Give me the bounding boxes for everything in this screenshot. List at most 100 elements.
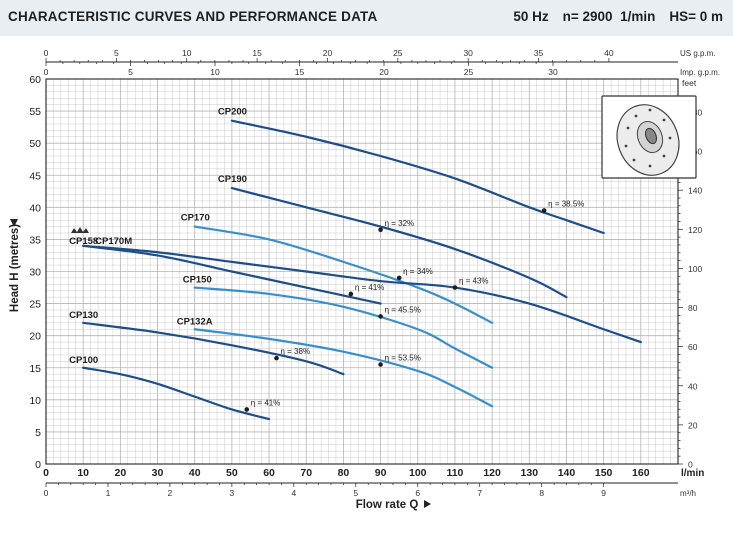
axis-titles: Head H (metres) Flow rate Q: [9, 219, 431, 511]
m3h-tick-label: 5: [353, 488, 358, 498]
us-gpm-tick-label: 25: [393, 48, 403, 58]
x-axis-arrow-icon: [424, 500, 431, 508]
efficiency-point-cp200: [541, 208, 547, 213]
series-label-cp200: CP200: [218, 107, 247, 118]
efficiency-label-cp130: η = 38%: [280, 347, 310, 356]
us-gpm-tick-label: 5: [114, 48, 119, 58]
curves: CP200 η = 38.5% CP190 η = 32% CP170 η = 34% CP…: [69, 107, 642, 421]
x-tick-label: 40: [189, 467, 201, 479]
us-gpm-tick-label: 40: [604, 48, 614, 58]
series-label-cp190: CP190: [218, 174, 247, 185]
feet-tick-label: 20: [688, 420, 698, 430]
y-tick-label: 35: [29, 234, 41, 246]
imp-gpm-tick-label: 5: [128, 67, 133, 77]
y-tick-label: 10: [29, 395, 41, 407]
x-tick-label: 60: [263, 467, 275, 479]
efficiency-point-cp158: [348, 291, 354, 297]
us-gpm-unit-label: US g.p.m.: [680, 49, 716, 58]
y-tick-label: 25: [29, 299, 41, 311]
operating-specs: 50 Hz n= 2900 1/min HS= 0 m: [499, 9, 723, 24]
feet-tick-label: 60: [688, 342, 698, 352]
suction-label: HS= 0 m: [669, 9, 723, 24]
x-tick-label: 150: [595, 467, 613, 479]
x-tick-label: 100: [409, 467, 427, 479]
m3h-tick-label: 8: [539, 488, 544, 498]
y-tick-label: 20: [29, 331, 41, 343]
m3h-tick-label: 1: [106, 488, 111, 498]
curve-cp150: [193, 286, 494, 369]
x-tick-label: 90: [375, 467, 387, 479]
x-tick-label: 0: [43, 467, 49, 479]
x-tick-label: 140: [558, 467, 576, 479]
grid: [45, 78, 679, 465]
y-tick-label: 60: [29, 74, 41, 86]
frequency-label: 50 Hz: [513, 9, 549, 24]
x-tick-label: 160: [632, 467, 650, 479]
y-axis-title: Head H (metres): [9, 224, 21, 312]
imp-gpm-tick-label: 15: [295, 67, 305, 77]
y-tick-label: 5: [35, 427, 41, 439]
efficiency-label-cp170m: η = 43%: [459, 277, 489, 286]
m3h-tick-label: 0: [44, 488, 49, 498]
efficiency-label-cp132a: η = 53.5%: [385, 354, 421, 363]
feet-tick-label: 140: [688, 186, 702, 196]
imp-gpm-tick-label: 0: [44, 67, 49, 77]
series-label-cp132a: CP132A: [177, 316, 213, 327]
feet-tick-label: 120: [688, 225, 702, 235]
efficiency-label-cp190: η = 32%: [385, 219, 415, 228]
feet-tick-label: 80: [688, 303, 698, 313]
x-tick-label: 50: [226, 467, 238, 479]
x-tick-label: 130: [521, 467, 539, 479]
y-tick-label: 30: [29, 267, 41, 279]
speed-label: n= 2900 1/min: [562, 9, 656, 24]
page-title: CHARACTERISTIC CURVES AND PERFORMANCE DA…: [8, 9, 378, 24]
us-gpm-tick-label: 10: [182, 48, 192, 58]
m3h-tick-label: 7: [477, 488, 482, 498]
x-unit-label: l/min: [681, 468, 704, 479]
x-tick-label: 10: [77, 467, 89, 479]
m3h-tick-label: 3: [230, 488, 235, 498]
y-tick-label: 15: [29, 363, 41, 375]
x-axis-title: Flow rate Q: [356, 499, 419, 511]
curve-cp170: [193, 225, 494, 324]
series-label-cp170: CP170: [181, 213, 210, 224]
curve-cp132a: [193, 328, 494, 408]
y-tick-label: 45: [29, 170, 41, 182]
us-gpm-tick-label: 35: [534, 48, 544, 58]
series-label-cp170m: CP170M: [95, 236, 132, 247]
y-tick-label: 55: [29, 106, 41, 118]
header-bar: CHARACTERISTIC CURVES AND PERFORMANCE DA…: [0, 0, 733, 36]
m3h-tick-label: 6: [415, 488, 420, 498]
m3h-tick-label: 2: [168, 488, 173, 498]
efficiency-label-cp170: η = 34%: [403, 267, 433, 276]
curve-cp158: [82, 244, 382, 305]
efficiency-point-cp100: [244, 407, 250, 412]
y-tick-label: 50: [29, 138, 41, 150]
imp-gpm-tick-label: 10: [210, 67, 220, 77]
us-gpm-tick-label: 0: [44, 48, 49, 58]
curve-cp190: [230, 186, 568, 299]
y-tick-label: 0: [35, 459, 41, 471]
efficiency-point-cp150: [378, 314, 383, 319]
efficiency-point-cp132a: [378, 362, 383, 367]
y-tick-label: 40: [29, 202, 41, 214]
m3h-unit-label: m³/h: [680, 489, 696, 498]
feet-tick-label: 100: [688, 264, 702, 274]
imp-gpm-tick-label: 25: [464, 67, 474, 77]
curve-cp200: [230, 119, 605, 235]
y-axis-arrow-icon: [10, 219, 18, 227]
crown-icon: [71, 227, 89, 233]
x-tick-label: 30: [152, 467, 164, 479]
x-tick-label: 20: [115, 467, 127, 479]
efficiency-point-cp190: [378, 227, 383, 233]
us-gpm-tick-label: 30: [463, 48, 473, 58]
imp-gpm-unit-label: Imp. g.p.m.: [680, 68, 720, 77]
x-tick-label: 120: [483, 467, 501, 479]
feet-unit-label: feet: [682, 78, 697, 88]
efficiency-label-cp150: η = 45.5%: [385, 305, 421, 314]
imp-gpm-tick-label: 30: [548, 67, 558, 77]
curve-cp100: [82, 366, 271, 421]
x-tick-label: 110: [446, 467, 463, 479]
efficiency-label-cp200: η = 38.5%: [548, 200, 584, 209]
